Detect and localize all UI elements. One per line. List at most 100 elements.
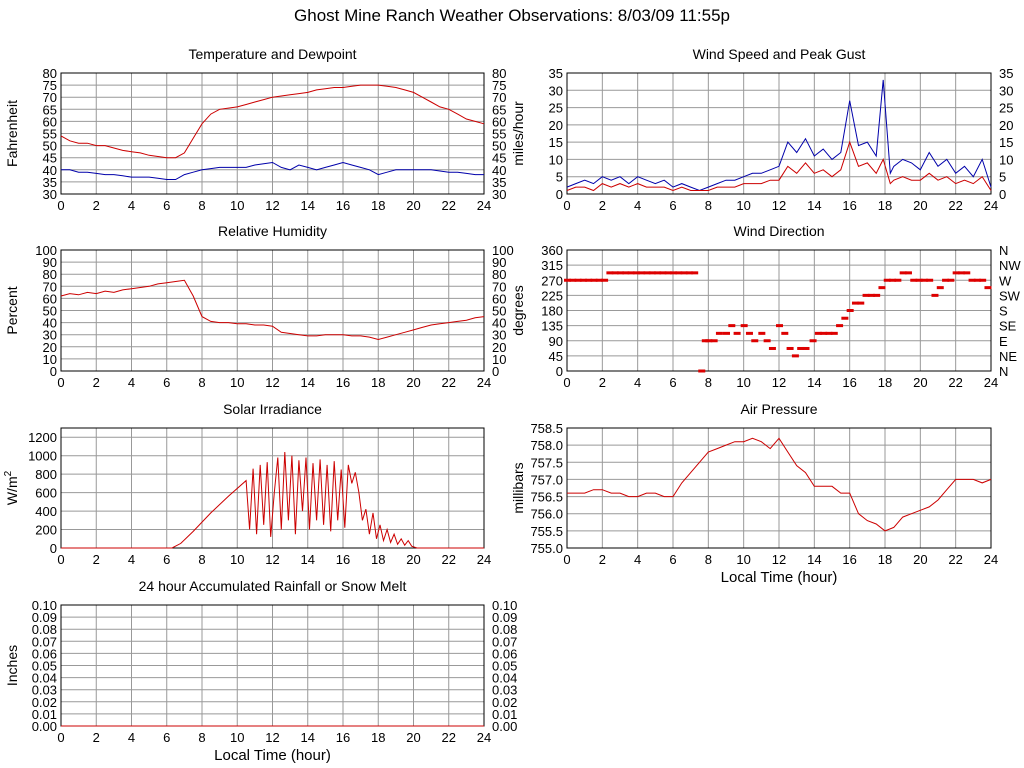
x-tick-label: 16	[336, 198, 350, 213]
plot-frame	[60, 427, 485, 549]
x-tick-label: 4	[634, 198, 641, 213]
y-tick-label-right: 40	[492, 316, 506, 331]
y-tick-label-right: 20	[999, 118, 1013, 133]
data-point	[797, 346, 805, 350]
data-point	[643, 271, 651, 275]
data-point	[617, 271, 624, 275]
y-tick-label-right: 0.10	[492, 598, 517, 613]
y-tick-label: 0.09	[32, 610, 57, 625]
y-tick-label-right: 0.01	[492, 707, 517, 722]
y-tick-label-right: 0.02	[492, 695, 517, 710]
x-tick-label: 24	[477, 552, 491, 567]
x-tick-label: 8	[705, 552, 712, 567]
data-point	[574, 278, 582, 282]
data-point	[680, 271, 688, 275]
y-tick-label: 65	[43, 102, 57, 117]
y-tick-label-right: 80	[492, 66, 506, 81]
y-tick-label: 180	[541, 304, 563, 319]
y-tick-label: 20	[549, 118, 563, 133]
y-tick-label-right: 60	[492, 114, 506, 129]
data-point	[952, 271, 960, 275]
x-tick-label: 16	[336, 552, 350, 567]
data-point	[698, 369, 706, 373]
x-tick-label: 2	[93, 198, 100, 213]
y-tick-label: 50	[43, 304, 57, 319]
data-point	[632, 271, 640, 275]
x-tick-label: 6	[669, 375, 676, 390]
y-tick-label-right: 50	[492, 139, 506, 154]
x-tick-label: 14	[807, 552, 821, 567]
data-point	[622, 271, 630, 275]
y-tick-label: 35	[43, 175, 57, 190]
y-tick-label: 100	[35, 243, 57, 258]
y-tick-label: 5	[556, 170, 563, 185]
y-tick-label: 25	[549, 101, 563, 116]
data-point	[728, 324, 736, 328]
x-tick-label: 0	[563, 198, 570, 213]
data-point	[841, 316, 849, 320]
data-point	[701, 339, 709, 343]
y-tick-label: 0	[50, 541, 57, 556]
data-point	[776, 324, 783, 328]
data-point	[931, 293, 939, 297]
chart-title: Temperature and Dewpoint	[188, 46, 356, 62]
x-tick-label: 18	[371, 198, 385, 213]
y-tick-label-right: 0.04	[492, 671, 517, 686]
x-tick-label: 10	[230, 552, 244, 567]
data-point	[825, 331, 833, 335]
y-tick-label-right: 65	[492, 102, 506, 117]
y-tick-label-right: 30	[999, 83, 1013, 98]
data-point	[564, 278, 571, 282]
y-tick-label-right: 75	[492, 78, 506, 93]
y-tick-label-right: 0	[999, 187, 1006, 202]
x-tick-label: 2	[599, 198, 606, 213]
y-tick-label: 0.05	[32, 659, 57, 674]
x-tick-label: 18	[371, 375, 385, 390]
y-tick-label: 45	[549, 349, 563, 364]
x-tick-label: 18	[371, 730, 385, 745]
x-tick-label: 6	[163, 375, 170, 390]
y-tick-label: 30	[43, 328, 57, 343]
x-tick-label: 24	[477, 198, 491, 213]
y-tick-label-right: 0	[492, 364, 499, 379]
y-tick-label: 755.0	[530, 541, 563, 556]
x-tick-label: 0	[563, 552, 570, 567]
page-title: Ghost Mine Ranch Weather Observations: 8…	[294, 6, 730, 25]
y-tick-label-right: 0.00	[492, 719, 517, 734]
x-tick-label: 2	[599, 375, 606, 390]
data-point	[968, 278, 976, 282]
x-tick-label: 22	[948, 375, 962, 390]
y-axis-label: miles/hour	[510, 101, 526, 166]
data-point	[836, 324, 844, 328]
data-point	[758, 331, 766, 335]
rain-chart: 24 hour Accumulated Rainfall or Snow Mel…	[4, 578, 517, 764]
data-point	[638, 271, 646, 275]
series-line	[61, 451, 484, 549]
x-tick-label: 14	[301, 730, 315, 745]
x-tick-label: 10	[230, 730, 244, 745]
data-point	[920, 278, 928, 282]
series-line	[60, 84, 485, 159]
y-tick-label: 0.07	[32, 634, 57, 649]
x-tick-label: 8	[198, 198, 205, 213]
data-point	[691, 271, 699, 275]
data-point	[936, 286, 944, 290]
y-tick-label-right: 35	[999, 66, 1013, 81]
y-tick-label: 800	[35, 467, 57, 482]
x-tick-label: 18	[878, 198, 892, 213]
y-tick-label: 0.01	[32, 707, 57, 722]
x-tick-label: 0	[57, 198, 64, 213]
x-tick-label: 0	[57, 375, 64, 390]
x-tick-label: 14	[301, 375, 315, 390]
data-point	[857, 301, 865, 305]
x-tick-label: 12	[772, 375, 786, 390]
y-tick-label: 0.02	[32, 695, 57, 710]
x-tick-label: 8	[705, 375, 712, 390]
y-axis-label: degrees	[510, 285, 526, 336]
data-point	[685, 271, 693, 275]
compass-tick-label: E	[999, 334, 1008, 349]
x-axis-label: Local Time (hour)	[721, 569, 838, 586]
y-tick-label-right: 5	[999, 170, 1006, 185]
